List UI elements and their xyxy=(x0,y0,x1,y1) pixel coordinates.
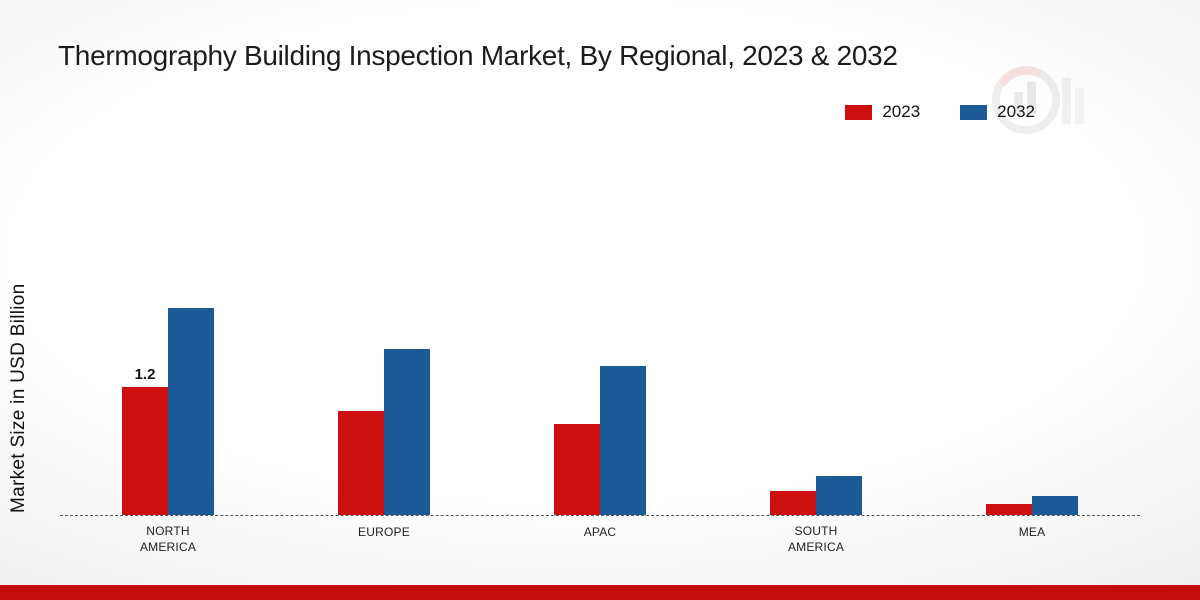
x-axis-label-text: EUROPE xyxy=(358,525,410,539)
legend-item-2023: 2023 xyxy=(845,102,920,122)
legend-label-2032: 2032 xyxy=(997,102,1035,121)
bar-2023-south-america xyxy=(770,491,816,515)
brand-logo-watermark-icon xyxy=(988,48,1088,153)
legend-item-2032: 2032 xyxy=(960,102,1035,122)
bar-chart: 1.2 xyxy=(60,200,1140,516)
x-axis-label-text: NORTH AMERICA xyxy=(139,524,197,555)
bar-group-europe xyxy=(276,200,492,515)
bar-2032-apac xyxy=(600,366,646,515)
x-axis-labels: NORTH AMERICA EUROPE APAC SOUTH AMERICA MEA xyxy=(60,523,1140,556)
chart-title: Thermography Building Inspection Market,… xyxy=(58,40,898,71)
bar-group-north-america: 1.2 xyxy=(60,200,276,515)
x-axis-label-europe: EUROPE xyxy=(276,523,492,556)
bar-2023-mea xyxy=(986,504,1032,515)
legend-swatch-2023 xyxy=(845,104,873,120)
bar-group-south-america xyxy=(708,200,924,515)
legend: 2023 2032 xyxy=(845,102,1035,122)
legend-label-2023: 2023 xyxy=(882,102,921,121)
x-axis-label-south-america: SOUTH AMERICA xyxy=(708,523,924,556)
y-axis-label: Market Size in USD Billion xyxy=(8,283,29,513)
bar-2023-apac xyxy=(554,424,600,515)
bar-group-mea xyxy=(924,200,1140,515)
x-axis-label-apac: APAC xyxy=(492,523,708,556)
bar-value-label-2023-north-america: 1.2 xyxy=(134,366,156,383)
footer-red-bar xyxy=(0,585,1200,600)
x-axis-label-text: APAC xyxy=(583,525,617,539)
bar-2023-north-america: 1.2 xyxy=(122,366,168,515)
bar-group-apac xyxy=(492,200,708,515)
bar-2032-south-america xyxy=(816,476,862,515)
bar-2023-europe xyxy=(338,411,384,515)
x-axis-label-north-america: NORTH AMERICA xyxy=(60,523,276,556)
legend-swatch-2032 xyxy=(960,104,988,120)
x-axis-label-text: MEA xyxy=(1018,525,1046,539)
x-axis-label-text: SOUTH AMERICA xyxy=(787,524,845,555)
bar-2032-north-america xyxy=(168,308,214,515)
bar-2032-mea xyxy=(1032,496,1078,515)
x-axis-label-mea: MEA xyxy=(924,523,1140,556)
bar-2032-europe xyxy=(384,349,430,515)
